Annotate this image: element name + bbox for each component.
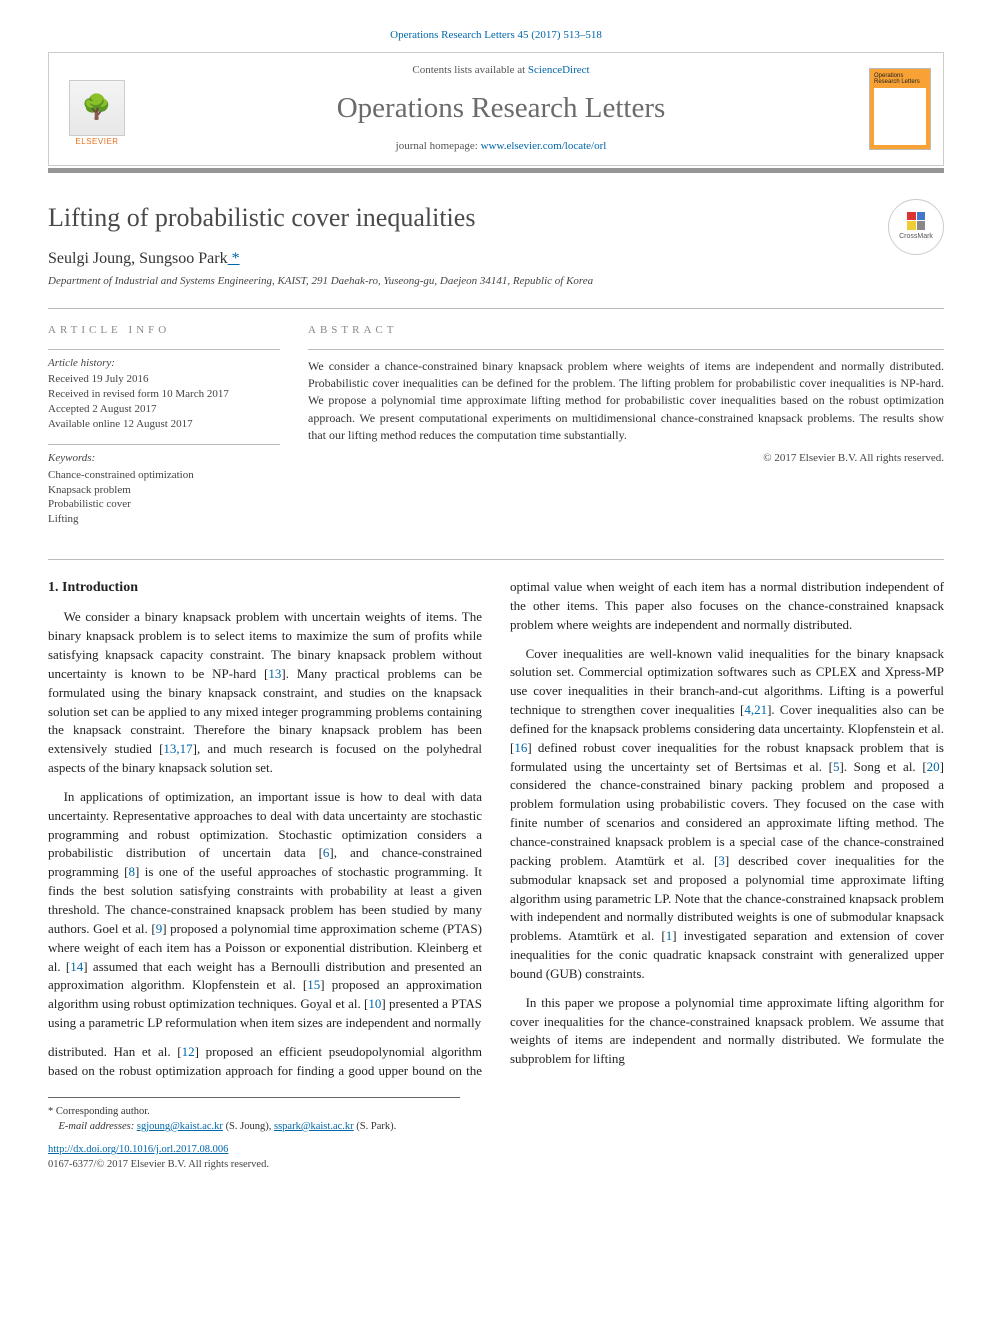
history-line: Received 19 July 2016 — [48, 372, 280, 387]
title-row: Lifting of probabilistic cover inequalit… — [48, 199, 944, 308]
elsevier-tree-icon: 🌳 — [69, 80, 125, 136]
journal-header-box: 🌳 ELSEVIER Contents lists available at S… — [48, 52, 944, 166]
issn-copyright-line: 0167-6377/© 2017 Elsevier B.V. All right… — [48, 1159, 269, 1170]
abstract-column: abstract We consider a chance-constraine… — [308, 323, 944, 539]
article-history-block: Article history: Received 19 July 2016 R… — [48, 349, 280, 432]
author-email-link[interactable]: sspark@kaist.ac.kr — [274, 1121, 354, 1132]
history-line: Available online 12 August 2017 — [48, 417, 280, 432]
keyword: Chance-constrained optimization — [48, 468, 280, 483]
publisher-logo: 🌳 ELSEVIER — [61, 70, 133, 148]
body-paragraph: In this paper we propose a polynomial ti… — [510, 994, 944, 1069]
email-line: E-mail addresses: sgjoung@kaist.ac.kr (S… — [48, 1119, 460, 1134]
journal-name: Operations Research Letters — [145, 87, 857, 129]
corresponding-author-marker[interactable]: * — [228, 250, 240, 267]
journal-cover-thumbnail: Operations Research Letters — [869, 68, 931, 150]
authors-line: Seulgi Joung, Sungsoo Park * — [48, 247, 872, 270]
abstract-copyright: © 2017 Elsevier B.V. All rights reserved… — [308, 451, 944, 467]
author-email-link[interactable]: sgjoung@kaist.ac.kr — [137, 1121, 223, 1132]
body-paragraph: We consider a binary knapsack problem wi… — [48, 608, 482, 778]
history-line: Received in revised form 10 March 2017 — [48, 387, 280, 402]
abstract-label: abstract — [308, 323, 944, 339]
history-line: Accepted 2 August 2017 — [48, 402, 280, 417]
article-info-label: article info — [48, 323, 280, 339]
contents-prefix: Contents lists available at — [412, 64, 527, 76]
header-underbar — [48, 168, 944, 173]
cover-label: Operations Research Letters — [874, 73, 926, 86]
sciencedirect-link[interactable]: ScienceDirect — [528, 64, 590, 76]
crossmark-badge[interactable]: CrossMark — [888, 199, 944, 255]
section-heading-intro: 1. Introduction — [48, 578, 482, 598]
author-names: Seulgi Joung, Sungsoo Park — [48, 250, 228, 267]
body-two-column: 1. Introduction We consider a binary kna… — [48, 559, 944, 1081]
email-label: E-mail addresses: — [59, 1121, 137, 1132]
crossmark-label: CrossMark — [899, 232, 933, 242]
keywords-header: Keywords: — [48, 451, 280, 466]
keyword: Probabilistic cover — [48, 497, 280, 512]
body-paragraph: Cover inequalities are well-known valid … — [510, 645, 944, 984]
journal-homepage-link[interactable]: www.elsevier.com/locate/orl — [481, 140, 607, 152]
keyword: Lifting — [48, 512, 280, 527]
journal-homepage-line: journal homepage: www.elsevier.com/locat… — [145, 139, 857, 155]
article-history-header: Article history: — [48, 356, 280, 371]
cover-inner-icon — [874, 88, 926, 145]
page-root: Operations Research Letters 45 (2017) 51… — [0, 0, 992, 1200]
info-abstract-row: article info Article history: Received 1… — [48, 308, 944, 539]
footnotes-block: * Corresponding author. E-mail addresses… — [48, 1097, 460, 1134]
article-title: Lifting of probabilistic cover inequalit… — [48, 199, 872, 237]
email-who: (S. Joung), — [223, 1121, 274, 1132]
corresponding-author-note: * Corresponding author. — [48, 1104, 460, 1119]
citation-line: Operations Research Letters 45 (2017) 51… — [48, 28, 944, 44]
email-who: (S. Park). — [354, 1121, 397, 1132]
article-info-column: article info Article history: Received 1… — [48, 323, 280, 539]
header-center: Contents lists available at ScienceDirec… — [145, 63, 857, 155]
publisher-logo-label: ELSEVIER — [75, 136, 118, 148]
affiliation: Department of Industrial and Systems Eng… — [48, 274, 872, 290]
homepage-prefix: journal homepage: — [396, 140, 481, 152]
keywords-block: Keywords: Chance-constrained optimizatio… — [48, 444, 280, 527]
body-paragraph: In applications of optimization, an impo… — [48, 788, 482, 1033]
contents-available-line: Contents lists available at ScienceDirec… — [145, 63, 857, 79]
keyword: Knapsack problem — [48, 483, 280, 498]
footer-bar: http://dx.doi.org/10.1016/j.orl.2017.08.… — [48, 1142, 944, 1172]
abstract-text: We consider a chance-constrained binary … — [308, 349, 944, 445]
crossmark-icon — [907, 212, 925, 230]
doi-link[interactable]: http://dx.doi.org/10.1016/j.orl.2017.08.… — [48, 1144, 228, 1155]
